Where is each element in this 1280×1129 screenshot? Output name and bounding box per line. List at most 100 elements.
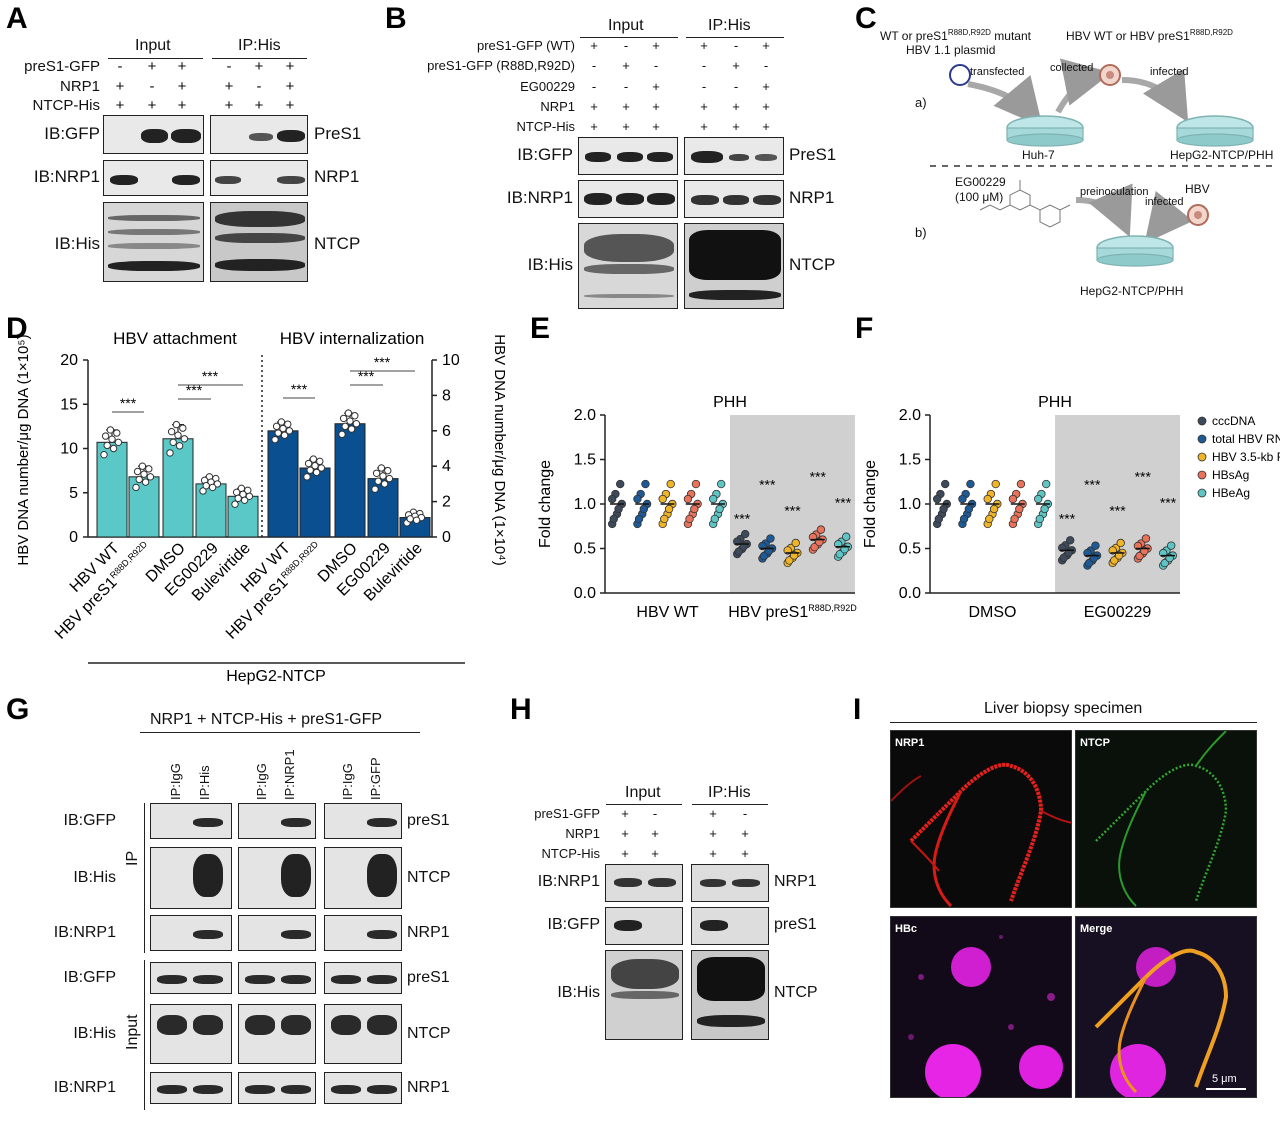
- band-label: NRP1: [407, 1079, 450, 1096]
- blot-h-input-nrp1: [605, 864, 683, 902]
- sign-cell: +: [115, 78, 125, 95]
- data-point: [109, 444, 118, 453]
- y-axis-label: HBV DNA number/μg DNA (1×10⁴): [491, 334, 508, 565]
- data-point: [1015, 504, 1024, 514]
- data-point: [1010, 514, 1019, 524]
- blot-g: [238, 915, 316, 951]
- legend-label: HBV 3.5-kb RNA: [1212, 450, 1280, 464]
- x-tick-label: DMSO: [969, 604, 1017, 621]
- sign-cell: +: [652, 99, 660, 114]
- data-point: [234, 494, 242, 502]
- sign-cell: -: [733, 79, 739, 94]
- panel-letter-d: D: [6, 312, 28, 345]
- y-tick-label: 20: [60, 352, 78, 369]
- group-label-ip-his: IP:His: [238, 37, 281, 54]
- data-point: [932, 494, 942, 504]
- blot-g: [324, 803, 402, 839]
- x-tick-label: HBV WT: [636, 604, 698, 621]
- band-label: NTCP: [314, 234, 361, 253]
- blot-g: [150, 962, 232, 994]
- bar: [96, 441, 128, 538]
- group-label-input: Input: [608, 17, 644, 34]
- legend-marker: [1197, 470, 1207, 480]
- data-point: [371, 485, 379, 493]
- data-point: [338, 430, 346, 439]
- sig-label: ***: [784, 503, 801, 519]
- data-point: [710, 514, 719, 524]
- row-label: preS1-GFP: [24, 58, 100, 75]
- data-point: [766, 534, 775, 543]
- data-point: [1160, 558, 1169, 568]
- data-point: [1059, 553, 1068, 562]
- data-point: [959, 514, 969, 524]
- row-label: EG00229: [520, 79, 575, 94]
- sig-label: ***: [358, 368, 375, 384]
- ib-label: IB:GFP: [63, 812, 116, 829]
- blot-g: [150, 915, 232, 951]
- ib-label: IB:His: [73, 1025, 116, 1042]
- sign-cell: +: [254, 58, 264, 75]
- data-point: [708, 494, 718, 504]
- sign-cell: +: [177, 97, 187, 114]
- data-point: [380, 480, 389, 488]
- data-point: [791, 538, 800, 548]
- sign-cell: -: [117, 58, 123, 75]
- sign-cell: +: [621, 826, 629, 841]
- ib-label: IB:NRP1: [506, 188, 573, 207]
- data-point: [1135, 551, 1144, 561]
- ib-label: IB:His: [54, 234, 100, 253]
- sig-label: ***: [291, 381, 308, 397]
- data-point: [1167, 541, 1176, 550]
- sig-label: ***: [1160, 495, 1177, 511]
- row-label: preS1-GFP (R88D,R92D): [427, 58, 575, 73]
- sign-cell: -: [623, 79, 629, 94]
- data-point: [690, 504, 699, 514]
- sign-cell: +: [652, 79, 660, 94]
- blot-a-ip-nrp1: [210, 160, 308, 196]
- blot-a-ip-his: [210, 202, 308, 282]
- sign-cell: +: [709, 806, 717, 821]
- sig-label: ***: [120, 395, 137, 411]
- sign-cell: +: [115, 97, 125, 114]
- data-point: [1040, 504, 1049, 514]
- data-point: [966, 479, 975, 489]
- band-label: PreS1: [789, 145, 837, 164]
- schematic-label: (100 μM): [955, 190, 1004, 204]
- data-point: [135, 475, 143, 484]
- micrograph-hbc: HBc: [890, 916, 1072, 1098]
- data-point: [274, 429, 282, 437]
- blot-g: [324, 962, 402, 994]
- blot-g: [238, 1072, 316, 1104]
- band-label: NTCP: [789, 255, 836, 274]
- y-tick-label: 1.5: [574, 452, 596, 469]
- data-point: [284, 420, 292, 428]
- data-point: [384, 466, 392, 475]
- sign-cell: +: [147, 58, 157, 75]
- data-point: [303, 473, 311, 481]
- sig-label: ***: [186, 382, 203, 398]
- blot-g: [150, 847, 232, 909]
- data-point: [140, 470, 148, 478]
- data-point: [1065, 536, 1075, 545]
- blot-g: [324, 847, 402, 909]
- sign-cell: +: [700, 119, 708, 134]
- micrograph-merge: Merge 5 μm: [1075, 916, 1257, 1098]
- data-point: [316, 457, 324, 466]
- data-point: [940, 479, 950, 489]
- data-point: [175, 442, 184, 450]
- column-label: IP:IgG: [168, 763, 183, 800]
- data-point: [169, 438, 177, 447]
- sign-cell: +: [621, 806, 629, 821]
- sign-cell: +: [177, 78, 187, 95]
- data-point: [304, 459, 313, 468]
- ib-label: IB:NRP1: [53, 924, 116, 941]
- data-point: [145, 465, 153, 473]
- panel-g-title: NRP1 + NTCP-His + preS1-GFP: [150, 711, 383, 728]
- data-point: [633, 494, 642, 504]
- blot-g: [324, 1072, 402, 1104]
- legend-label: HBeAg: [1212, 486, 1250, 500]
- sign-cell: +: [621, 846, 629, 861]
- sign-cell: +: [285, 97, 295, 114]
- chart-f: 0.0 0.5 1.0 1.5 2.0 Fold change PHH DMSO EG00229…: [862, 394, 1280, 621]
- ib-label: IB:NRP1: [537, 873, 600, 890]
